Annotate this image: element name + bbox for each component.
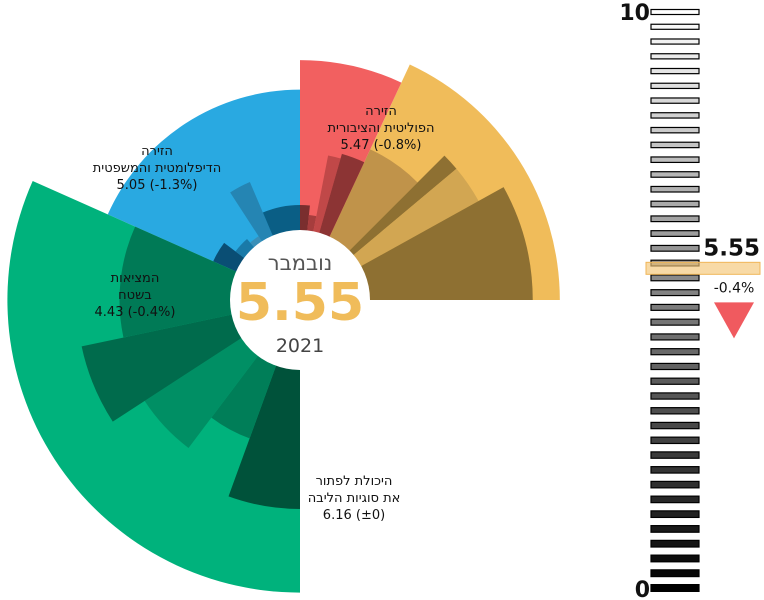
scale-tick xyxy=(650,525,700,533)
scale-tick xyxy=(650,510,700,519)
scale-tick xyxy=(650,377,700,385)
sector-label-political: הזירה הפוליטית והציבורית 5.47 (-0.8%) xyxy=(328,104,435,153)
scale-tick xyxy=(650,126,700,134)
scale-tick xyxy=(650,289,700,297)
scale-max-label: 10 xyxy=(619,1,650,26)
center-display: נובמבר 5.55 2021 xyxy=(230,230,370,370)
labels-layer: הזירה הפוליטית והציבורית 5.47 (-0.8%)הזירה… xyxy=(93,104,435,523)
sector-name-line: הדיפלומטית והמשפטית xyxy=(93,161,221,176)
subsector-heart-4 xyxy=(119,226,301,338)
scale-ticks xyxy=(650,8,700,592)
scale-tick xyxy=(650,244,700,252)
scale-tick xyxy=(650,67,700,75)
sector-name-line: את סוגיות הליבה xyxy=(308,491,401,506)
scale-tick xyxy=(650,274,700,282)
sector-label-heart: היכולת לפתור את סוגיות הליבה 6.16 (±0) xyxy=(308,474,401,523)
scale-tick xyxy=(650,554,700,563)
scale-tick xyxy=(650,495,700,504)
scale-tick xyxy=(650,156,700,164)
sector-name-line: המציאות xyxy=(111,271,160,286)
scale-tick xyxy=(650,82,700,90)
sector-value-label: 6.16 (±0) xyxy=(323,508,385,523)
sector-name-line: היכולת לפתור xyxy=(316,474,393,489)
scale-tick xyxy=(650,171,700,178)
sector-value-label: 4.43 (-0.4%) xyxy=(95,305,176,320)
sector-value-label: 5.47 (-0.8%) xyxy=(341,138,422,153)
scale-tick xyxy=(650,539,700,548)
sector-name-line: הפוליטית והציבורית xyxy=(328,121,435,136)
scale-tick xyxy=(650,583,700,592)
scale-tick xyxy=(650,333,700,341)
scale-panel: 10 0 5.55 -0.4% xyxy=(619,1,761,600)
center-year: 2021 xyxy=(276,335,324,357)
scale-tick xyxy=(650,185,700,193)
scale-tick xyxy=(650,8,700,16)
trend-down-arrow-icon xyxy=(714,302,754,339)
scale-tick xyxy=(650,407,700,415)
center-circle xyxy=(230,230,370,370)
scale-tick xyxy=(650,436,700,445)
scale-tick xyxy=(650,97,700,104)
sector-name-line: בשטח xyxy=(118,288,152,303)
scale-tick xyxy=(650,569,700,578)
scale-tick xyxy=(650,23,700,30)
scale-tick xyxy=(650,362,700,371)
sector-label-diplomatic: הזירה הדיפלומטית והמשפטית 5.05 (-1.3%) xyxy=(93,144,221,193)
scale-tick xyxy=(650,392,700,400)
center-month: נובמבר xyxy=(268,251,333,275)
scale-tick xyxy=(650,38,700,45)
scale-tick xyxy=(650,466,700,474)
scale-tick xyxy=(650,451,700,459)
sector-label-field: המציאות בשטח 4.43 (-0.4%) xyxy=(95,271,176,320)
scale-tick xyxy=(650,348,700,356)
scale-tick xyxy=(650,230,700,237)
scale-marker-change: -0.4% xyxy=(714,280,755,296)
scale-tick xyxy=(650,421,700,430)
sector-name-line: הזירה xyxy=(365,104,397,119)
scale-tick xyxy=(650,480,700,489)
scale-tick xyxy=(650,318,700,326)
scale-tick xyxy=(650,215,700,223)
scale-marker-band xyxy=(645,261,761,275)
sector-name-line: הזירה xyxy=(141,144,173,159)
scale-tick xyxy=(650,53,700,60)
scale-tick xyxy=(650,112,700,119)
sector-value-label: 5.05 (-1.3%) xyxy=(117,178,198,193)
center-value: 5.55 xyxy=(236,273,364,333)
scale-min-label: 0 xyxy=(635,578,650,600)
scale-tick xyxy=(650,200,700,208)
scale-marker-value: 5.55 xyxy=(703,235,760,261)
scale-tick xyxy=(650,141,700,149)
scale-tick xyxy=(650,303,700,311)
